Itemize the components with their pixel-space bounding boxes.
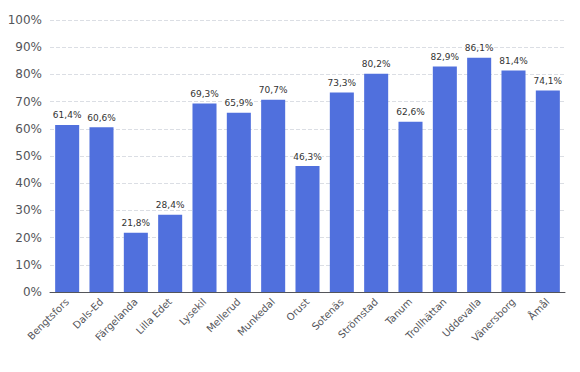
svg-text:100%: 100% — [8, 13, 42, 27]
svg-text:Tanum: Tanum — [383, 296, 415, 328]
svg-text:60%: 60% — [15, 122, 42, 136]
svg-text:Mellerud: Mellerud — [204, 296, 243, 335]
svg-text:Uddevalla: Uddevalla — [440, 296, 484, 340]
svg-text:Dals-Ed: Dals-Ed — [71, 296, 106, 331]
svg-text:Bengtsfors: Bengtsfors — [25, 296, 71, 342]
svg-text:86,1%: 86,1% — [465, 43, 494, 53]
svg-text:Sotenäs: Sotenäs — [309, 296, 346, 333]
svg-text:62,6%: 62,6% — [396, 107, 425, 117]
svg-text:73,3%: 73,3% — [328, 78, 357, 88]
svg-text:80%: 80% — [15, 67, 42, 81]
svg-text:Åmål: Åmål — [525, 295, 551, 321]
svg-text:81,4%: 81,4% — [499, 56, 528, 66]
svg-text:50%: 50% — [15, 149, 42, 163]
svg-text:Lysekil: Lysekil — [177, 296, 208, 327]
svg-text:10%: 10% — [15, 258, 42, 272]
svg-text:69,3%: 69,3% — [190, 89, 219, 99]
svg-text:74,1%: 74,1% — [534, 76, 563, 86]
svg-text:21,8%: 21,8% — [122, 218, 151, 228]
svg-text:20%: 20% — [15, 231, 42, 245]
svg-text:Trollhättan: Trollhättan — [403, 296, 449, 342]
svg-text:Lilla Edet: Lilla Edet — [134, 296, 174, 336]
svg-text:65,9%: 65,9% — [225, 98, 254, 108]
svg-text:Vänersborg: Vänersborg — [470, 296, 518, 344]
svg-text:Strömstad: Strömstad — [336, 296, 380, 340]
svg-text:Färgelanda: Färgelanda — [93, 296, 140, 343]
svg-text:90%: 90% — [15, 40, 42, 54]
svg-text:82,9%: 82,9% — [431, 52, 460, 62]
svg-text:Munkedal: Munkedal — [235, 296, 277, 338]
svg-text:80,2%: 80,2% — [362, 59, 391, 69]
svg-text:60,6%: 60,6% — [87, 113, 116, 123]
svg-text:0%: 0% — [23, 285, 42, 299]
svg-text:Orust: Orust — [284, 296, 311, 323]
svg-text:40%: 40% — [15, 176, 42, 190]
svg-text:46,3%: 46,3% — [293, 152, 322, 162]
svg-text:70%: 70% — [15, 95, 42, 109]
svg-text:70,7%: 70,7% — [259, 85, 288, 95]
svg-text:28,4%: 28,4% — [156, 200, 185, 210]
svg-text:61,4%: 61,4% — [53, 110, 82, 120]
svg-text:30%: 30% — [15, 203, 42, 217]
